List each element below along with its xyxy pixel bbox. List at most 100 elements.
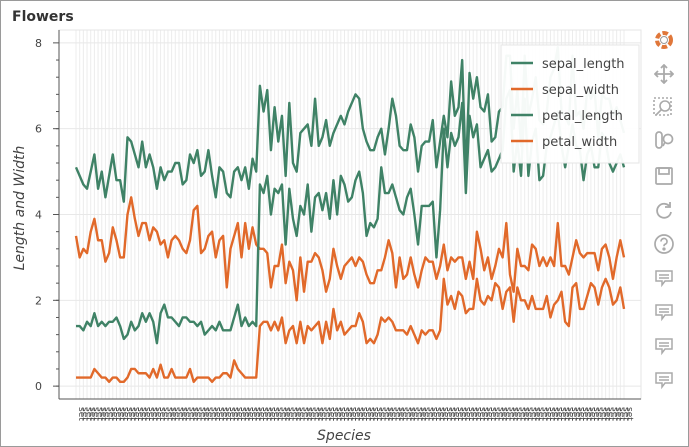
x-tick-label: setosa xyxy=(447,407,457,436)
x-tick-label: setosa xyxy=(264,407,274,436)
x-tick-label: setosa xyxy=(433,407,443,436)
x-tick-label: setosa xyxy=(168,407,178,436)
x-tick-label: setosa xyxy=(76,407,86,436)
x-tick-label: setosa xyxy=(396,407,406,436)
x-tick-label: setosa xyxy=(470,407,480,436)
x-tick-label: setosa xyxy=(260,407,270,436)
move-arrows-icon[interactable] xyxy=(649,59,679,89)
x-tick-label: setosa xyxy=(300,407,310,436)
x-tick-label: setosa xyxy=(620,407,630,436)
series-line-petal-width xyxy=(76,277,626,384)
x-tick-label: setosa xyxy=(267,407,277,436)
x-tick-label: setosa xyxy=(80,407,90,436)
x-tick-label: setosa xyxy=(539,407,549,436)
x-tick-label: setosa xyxy=(374,407,384,436)
x-tick-label: setosa xyxy=(278,407,288,436)
x-tick-label: setosa xyxy=(249,407,259,436)
x-tick-label: setosa xyxy=(547,407,557,436)
x-tick-label: setosa xyxy=(230,407,240,436)
x-tick-label: setosa xyxy=(466,407,476,436)
x-tick-label: setosa xyxy=(253,407,263,436)
x-tick-label: setosa xyxy=(477,407,487,436)
x-tick-label: setosa xyxy=(234,407,244,436)
reset-icon[interactable] xyxy=(649,195,679,225)
save-icon[interactable] xyxy=(649,161,679,191)
x-tick-label: setosa xyxy=(135,407,145,436)
x-tick-label: setosa xyxy=(98,407,108,436)
chart-title: Flowers xyxy=(12,9,74,25)
x-tick-label: setosa xyxy=(595,407,605,436)
help-icon[interactable] xyxy=(649,229,679,259)
x-tick-label: setosa xyxy=(624,407,634,436)
x-tick-label: setosa xyxy=(319,407,329,436)
hover-icon[interactable] xyxy=(649,297,679,327)
x-tick-label: setosa xyxy=(514,407,524,436)
x-tick-label: setosa xyxy=(576,407,586,436)
x-tick-label: setosa xyxy=(462,407,472,436)
bokeh-logo-icon[interactable] xyxy=(649,25,679,55)
x-tick-label: setosa xyxy=(282,407,292,436)
x-tick-label: setosa xyxy=(304,407,314,436)
x-tick-label: setosa xyxy=(227,407,237,436)
x-tick-label: setosa xyxy=(510,407,520,436)
x-tick-label: setosa xyxy=(536,407,546,436)
x-tick-label: setosa xyxy=(102,407,112,436)
legend-box xyxy=(500,44,640,164)
x-tick-label: setosa xyxy=(532,407,542,436)
x-tick-label: setosa xyxy=(499,407,509,436)
x-tick-label: setosa xyxy=(116,407,126,436)
x-tick-label: setosa xyxy=(359,407,369,436)
hover-icon[interactable] xyxy=(649,263,679,293)
x-tick-label: setosa xyxy=(543,407,553,436)
box-zoom-icon[interactable] xyxy=(649,93,679,123)
x-tick-label: setosa xyxy=(481,407,491,436)
x-tick-label: setosa xyxy=(352,407,362,436)
x-tick-label: setosa xyxy=(322,407,332,436)
x-tick-label: setosa xyxy=(293,407,303,436)
x-tick-label: setosa xyxy=(569,407,579,436)
x-tick-label: setosa xyxy=(503,407,513,436)
x-tick-label: setosa xyxy=(484,407,494,436)
x-tick-label: setosa xyxy=(326,407,336,436)
x-tick-label: setosa xyxy=(341,407,351,436)
x-tick-label: setosa xyxy=(587,407,597,436)
x-tick-label: setosa xyxy=(573,407,583,436)
x-tick-label: setosa xyxy=(422,407,432,436)
x-tick-label: setosa xyxy=(602,407,612,436)
x-tick-label: setosa xyxy=(208,407,218,436)
x-tick-label: setosa xyxy=(256,407,266,436)
x-tick-label: setosa xyxy=(142,407,152,436)
x-tick-label: setosa xyxy=(436,407,446,436)
x-tick-label: setosa xyxy=(455,407,465,436)
x-tick-label: setosa xyxy=(517,407,527,436)
x-tick-label: setosa xyxy=(344,407,354,436)
x-tick-label: setosa xyxy=(146,407,156,436)
x-tick-label: setosa xyxy=(179,407,189,436)
x-tick-label: setosa xyxy=(223,407,233,436)
x-tick-label: setosa xyxy=(212,407,222,436)
x-tick-label: setosa xyxy=(506,407,516,436)
wheel-zoom-icon[interactable] xyxy=(649,127,679,157)
x-tick-label: setosa xyxy=(367,407,377,436)
legend-label: sepal_width xyxy=(542,83,619,98)
x-tick-label: setosa xyxy=(194,407,204,436)
series-line-sepal-width xyxy=(74,196,626,302)
x-tick-label: setosa xyxy=(201,407,211,436)
x-tick-label: setosa xyxy=(613,407,623,436)
x-tick-label: setosa xyxy=(297,407,307,436)
x-tick-label: setosa xyxy=(400,407,410,436)
x-tick-label: setosa xyxy=(83,407,93,436)
x-tick-label: setosa xyxy=(591,407,601,436)
hover-icon[interactable] xyxy=(649,331,679,361)
x-tick-label: setosa xyxy=(473,407,483,436)
x-tick-label: setosa xyxy=(418,407,428,436)
x-tick-label: setosa xyxy=(127,407,137,436)
hover-icon[interactable] xyxy=(649,365,679,395)
x-tick-label: setosa xyxy=(525,407,535,436)
x-tick-label: setosa xyxy=(550,407,560,436)
x-tick-label: setosa xyxy=(558,407,568,436)
x-tick-label: setosa xyxy=(157,407,167,436)
x-tick-label: setosa xyxy=(109,407,119,436)
